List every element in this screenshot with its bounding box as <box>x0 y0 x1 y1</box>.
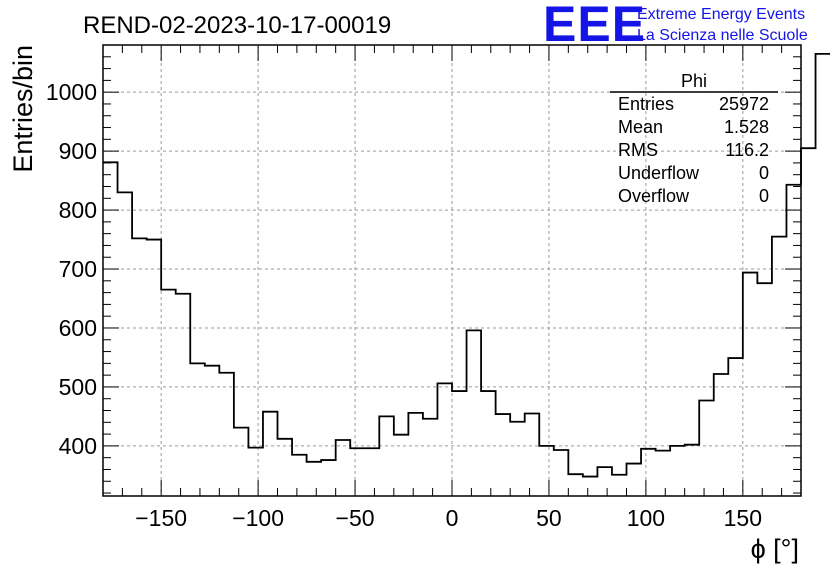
x-tick-labels: −150 −100 −50 0 50 100 150 <box>135 505 762 531</box>
stats-value: 0 <box>759 163 769 183</box>
axis-ticks <box>102 44 802 496</box>
y-axis-title: Entries/bin <box>8 45 38 173</box>
logo-line2: La Scienza nelle Scuole <box>637 27 808 44</box>
histogram-line <box>103 52 831 478</box>
y-tick-label: 500 <box>59 374 97 400</box>
y-tick-label: 600 <box>59 315 97 341</box>
y-tick-labels: 400 500 600 700 800 900 1000 <box>46 79 97 459</box>
logo-line1: Extreme Energy Events <box>637 6 805 23</box>
stats-value: 0 <box>759 186 769 206</box>
x-tick-label: −50 <box>336 505 375 531</box>
stats-box: Phi Entries 25972 Mean 1.528 RMS 116.2 Underfl… <box>610 71 778 206</box>
x-tick-label: 0 <box>446 505 459 531</box>
stats-label: Underflow <box>618 163 700 183</box>
stats-label: Overflow <box>618 186 690 206</box>
grid-lines <box>103 45 801 496</box>
x-axis-title: ϕ [°] <box>751 534 799 564</box>
stats-value: 116.2 <box>725 140 769 160</box>
y-tick-label: 900 <box>59 138 97 164</box>
eee-logo: EEE Extreme Energy Events La Scienza nel… <box>543 0 808 52</box>
stats-label: Entries <box>618 94 674 114</box>
stats-value: 25972 <box>719 94 769 114</box>
x-tick-label: −150 <box>135 505 187 531</box>
x-tick-label: −100 <box>232 505 284 531</box>
logo-mark: EEE <box>543 0 646 52</box>
y-tick-label: 800 <box>59 197 97 223</box>
stats-label: Mean <box>618 117 663 137</box>
y-tick-label: 400 <box>59 433 97 459</box>
x-tick-label: 100 <box>627 505 665 531</box>
chart-title: REND-02-2023-10-17-00019 <box>83 12 391 39</box>
y-tick-label: 1000 <box>46 79 97 105</box>
stats-title: Phi <box>681 71 707 91</box>
x-tick-label: 50 <box>536 505 562 531</box>
stats-value: 1.528 <box>724 117 769 137</box>
y-tick-label: 700 <box>59 256 97 282</box>
stats-label: RMS <box>618 140 658 160</box>
x-tick-label: 150 <box>724 505 762 531</box>
